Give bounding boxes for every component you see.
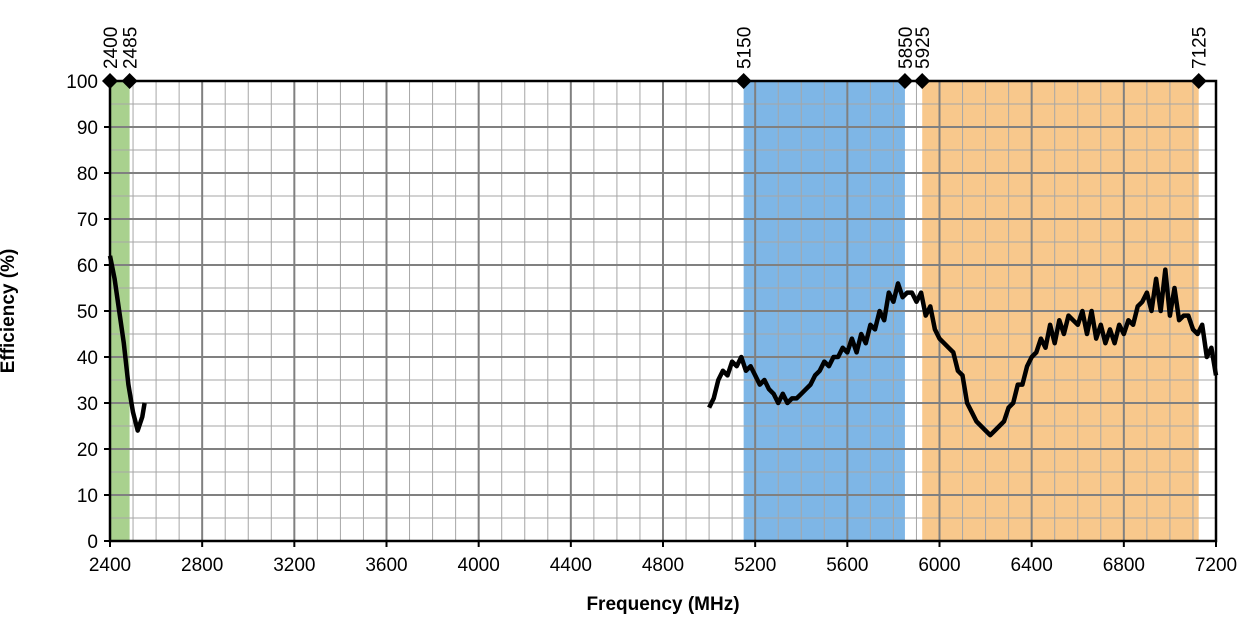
x-tick-label: 4400 bbox=[550, 555, 592, 576]
band-edge-marker bbox=[102, 73, 118, 89]
data-line bbox=[107, 255, 1219, 438]
y-tick-label: 70 bbox=[77, 210, 98, 231]
x-tick-label: 5600 bbox=[826, 555, 868, 576]
y-tick-label: 100 bbox=[66, 72, 98, 93]
band-edge-label: 7125 bbox=[1190, 27, 1211, 69]
plot-frame bbox=[108, 79, 1218, 543]
band-edge-label: 2400 bbox=[101, 27, 122, 69]
x-tick-label: 3600 bbox=[365, 555, 407, 576]
band-edge-label: 5925 bbox=[913, 27, 934, 69]
band-edge-label: 2485 bbox=[121, 27, 142, 69]
band-edge-marker bbox=[914, 73, 931, 89]
x-tick-label: 6400 bbox=[1011, 555, 1053, 576]
band-edge-marker bbox=[735, 73, 752, 89]
x-tick-label: 4800 bbox=[642, 555, 684, 576]
x-tick-label: 3200 bbox=[273, 555, 315, 576]
band-edge-marker bbox=[121, 73, 138, 89]
y-tick-label: 60 bbox=[77, 256, 98, 277]
y-tick-label: 0 bbox=[87, 532, 98, 553]
band-edge-label: 5850 bbox=[896, 27, 917, 69]
x-tick-label: 6800 bbox=[1103, 555, 1145, 576]
band-edge-marker bbox=[1190, 73, 1207, 89]
y-tick-label: 50 bbox=[77, 302, 98, 323]
x-tick-label: 6000 bbox=[918, 555, 960, 576]
y-axis-title: Efficiency (%) bbox=[0, 249, 19, 374]
x-axis-title: Frequency (MHz) bbox=[586, 594, 739, 615]
x-tick-label: 2800 bbox=[181, 555, 223, 576]
x-tick-label: 5200 bbox=[734, 555, 776, 576]
y-tick-label: 40 bbox=[77, 348, 98, 369]
y-tick-label: 10 bbox=[77, 486, 98, 507]
band-edge-label: 5150 bbox=[735, 27, 756, 69]
y-tick-label: 30 bbox=[77, 394, 98, 415]
band-edge-marker bbox=[896, 73, 913, 89]
x-tick-label: 4000 bbox=[458, 555, 500, 576]
y-tick-label: 20 bbox=[77, 440, 98, 461]
x-tick-label: 7200 bbox=[1195, 555, 1237, 576]
x-tick-label: 2400 bbox=[89, 555, 131, 576]
y-tick-label: 80 bbox=[77, 164, 98, 185]
y-tick-label: 90 bbox=[77, 118, 98, 139]
